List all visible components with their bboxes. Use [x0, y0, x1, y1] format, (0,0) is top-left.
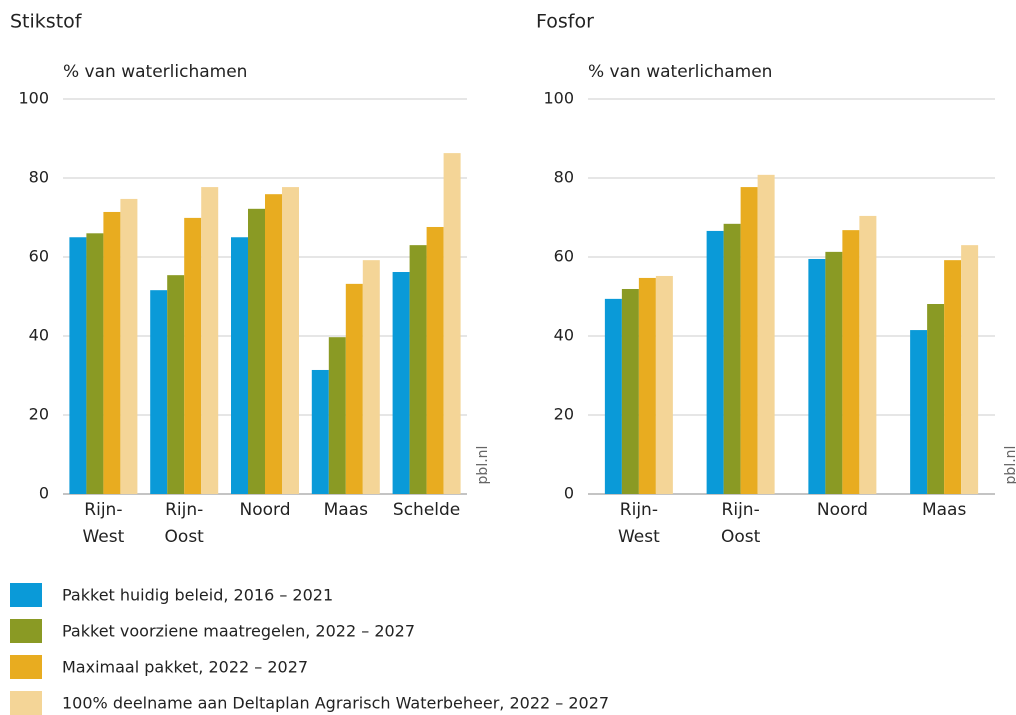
y-tick-label: 0 — [39, 484, 49, 503]
source: pbl.nl — [1003, 446, 1016, 485]
y-tick-label: 20 — [554, 405, 574, 424]
x-tick-label: Maas — [323, 500, 368, 520]
bar — [757, 174, 775, 494]
bar — [282, 187, 299, 494]
x-tick-label: Maas — [921, 500, 967, 520]
bar — [201, 187, 219, 494]
bar — [184, 217, 202, 494]
bar — [621, 288, 639, 494]
x-tick-label: Noord — [816, 500, 868, 520]
bar — [825, 251, 843, 494]
legend-swatch — [10, 691, 42, 715]
bar — [392, 272, 410, 494]
y-tick-label: 80 — [554, 168, 574, 187]
bar — [859, 215, 877, 495]
bar — [362, 260, 380, 494]
bar — [604, 298, 622, 494]
y-axis-label: % van waterlichamen — [588, 62, 772, 82]
bar — [150, 290, 168, 494]
y-tick-label: 0 — [564, 484, 574, 503]
x-tick-label: Rijn- Oost — [720, 500, 761, 547]
bar — [927, 304, 945, 494]
bar — [167, 275, 185, 494]
bar — [638, 277, 656, 494]
bar — [120, 198, 138, 494]
x-tick-label: Rijn- Oost — [164, 500, 204, 547]
bar — [842, 230, 860, 494]
bar — [426, 226, 444, 495]
legend-swatch — [10, 583, 42, 607]
y-tick-label: 80 — [29, 168, 49, 187]
bar — [961, 245, 979, 494]
x-tick-label: Schelde — [392, 500, 461, 520]
bar — [86, 233, 104, 495]
legend-label: Pakket voorziene maatregelen, 2022 – 202… — [62, 622, 415, 641]
y-tick-label: 20 — [29, 405, 49, 424]
bar — [311, 369, 329, 494]
bar — [69, 237, 87, 494]
y-tick-label: 40 — [29, 326, 49, 345]
x-tick-label: Rijn- West — [617, 500, 660, 547]
legend-swatch — [10, 655, 42, 679]
legend-label: Maximaal pakket, 2022 – 2027 — [62, 658, 308, 677]
legend-label: 100% deelname aan Deltaplan Agrarisch Wa… — [62, 694, 609, 713]
bar — [231, 237, 248, 494]
y-tick-label: 60 — [29, 247, 49, 266]
x-tick-label: Noord — [239, 500, 291, 520]
bar — [265, 194, 282, 494]
bar — [740, 187, 758, 494]
y-tick-label: 60 — [554, 247, 574, 266]
bar — [328, 337, 346, 494]
bar — [655, 275, 673, 494]
bar — [706, 230, 724, 494]
source: pbl.nl — [475, 446, 491, 485]
y-tick-label: 100 — [18, 89, 49, 108]
chart-title: Fosfor — [536, 11, 594, 33]
x-tick-label: Rijn- West — [82, 500, 125, 547]
bar — [409, 245, 427, 494]
bar — [910, 330, 928, 494]
bar — [808, 258, 826, 494]
bar — [248, 208, 265, 494]
bar — [723, 223, 741, 494]
y-axis-label: % van waterlichamen — [63, 62, 247, 82]
legend-label: Pakket huidig beleid, 2016 – 2021 — [62, 586, 333, 605]
y-tick-label: 100 — [543, 89, 574, 108]
bar — [443, 153, 461, 495]
legend-swatch — [10, 619, 42, 643]
bar — [103, 211, 121, 494]
bar — [345, 283, 363, 494]
chart-title: Stikstof — [10, 11, 83, 33]
bar — [944, 260, 962, 494]
y-tick-label: 40 — [554, 326, 574, 345]
